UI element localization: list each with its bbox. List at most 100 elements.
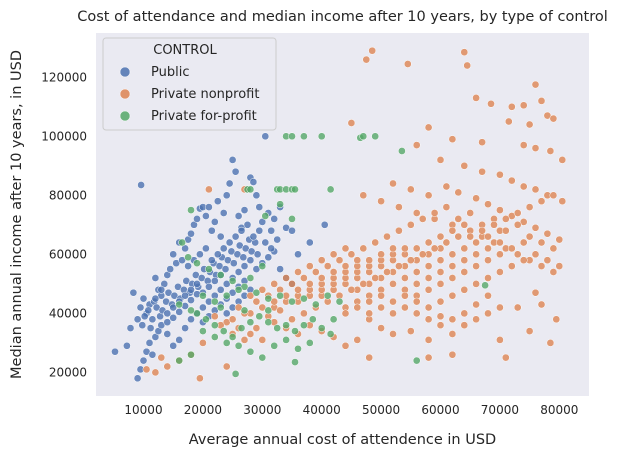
data-point-private-nonprofit-234 xyxy=(436,297,445,306)
data-point-private-nonprofit-200 xyxy=(359,244,368,253)
data-point-public-69 xyxy=(169,341,178,350)
data-point-public-1 xyxy=(111,347,119,356)
data-point-public-124 xyxy=(239,253,248,262)
data-point-private-nonprofit-240 xyxy=(507,262,516,270)
data-point-private-nonprofit-98 xyxy=(196,374,204,383)
data-point-public-145 xyxy=(157,285,166,294)
data-point-private-nonprofit-189 xyxy=(228,315,237,324)
data-point-private-nonprofit-248 xyxy=(252,324,261,332)
data-point-private-nonprofit-229 xyxy=(377,291,385,300)
legend-label-private-nonprofit: Private nonprofit xyxy=(151,87,259,102)
data-point-private-nonprofit-21 xyxy=(546,147,555,155)
data-point-private-nonprofit-29 xyxy=(519,182,528,191)
data-point-private-for-profit-58 xyxy=(282,336,290,344)
data-point-private-nonprofit-251 xyxy=(288,315,296,324)
data-point-private-nonprofit-16 xyxy=(424,123,433,132)
data-point-private-nonprofit-181 xyxy=(436,280,445,288)
data-point-public-71 xyxy=(181,324,189,332)
data-point-private-for-profit-16 xyxy=(187,206,195,214)
data-point-private-nonprofit-116 xyxy=(472,238,480,247)
data-point-private-for-profit-63 xyxy=(231,370,240,378)
data-point-private-nonprofit-35 xyxy=(472,194,480,203)
y-tick-label-40000: 40000 xyxy=(49,306,87,320)
data-point-private-nonprofit-59 xyxy=(549,268,558,276)
data-point-public-173 xyxy=(255,226,264,235)
data-point-private-for-profit-36 xyxy=(202,315,210,324)
data-point-public-70 xyxy=(175,336,184,344)
data-point-public-58 xyxy=(320,220,329,229)
data-point-private-nonprofit-26 xyxy=(478,167,486,176)
x-tick-label-30000: 30000 xyxy=(243,403,281,417)
data-point-private-for-profit-75 xyxy=(187,306,195,315)
data-point-private-nonprofit-67 xyxy=(546,339,555,347)
data-point-public-77 xyxy=(216,285,225,294)
data-point-private-nonprofit-187 xyxy=(507,244,516,253)
data-point-public-146 xyxy=(163,318,172,327)
data-point-public-135 xyxy=(193,280,201,288)
data-point-private-nonprofit-87 xyxy=(246,330,255,338)
y-tick-label-100000: 100000 xyxy=(41,129,87,143)
legend-title: CONTROL xyxy=(153,43,217,58)
data-point-public-3 xyxy=(129,288,138,297)
data-point-private-nonprofit-41 xyxy=(543,229,552,238)
data-point-private-nonprofit-209 xyxy=(466,209,475,217)
x-tick-label-50000: 50000 xyxy=(362,403,400,417)
data-point-private-nonprofit-155 xyxy=(389,244,397,253)
data-point-public-138 xyxy=(210,277,219,285)
data-point-public-7 xyxy=(139,294,148,303)
data-point-private-for-profit-21 xyxy=(184,253,192,262)
data-point-private-nonprofit-74 xyxy=(406,327,415,335)
data-point-private-nonprofit-265 xyxy=(454,232,463,241)
data-point-private-nonprofit-4 xyxy=(463,61,472,70)
data-point-private-nonprofit-0 xyxy=(368,46,377,55)
data-point-private-nonprofit-8 xyxy=(487,99,495,108)
data-point-private-for-profit-31 xyxy=(300,294,308,303)
data-point-private-for-profit-68 xyxy=(246,274,255,282)
data-point-private-nonprofit-17 xyxy=(448,135,457,144)
data-point-private-nonprofit-283 xyxy=(448,315,457,324)
data-point-private-nonprofit-9 xyxy=(507,102,516,111)
data-point-private-nonprofit-223 xyxy=(305,262,314,270)
data-point-private-for-profit-20 xyxy=(178,238,186,247)
data-point-private-nonprofit-68 xyxy=(460,309,469,318)
data-point-private-nonprofit-117 xyxy=(484,232,492,241)
data-point-private-nonprofit-237 xyxy=(472,280,480,288)
data-point-public-68 xyxy=(163,330,172,338)
y-tick-labels: 20000 40000 60000 80000 100000 120000 xyxy=(41,70,87,379)
data-point-private-nonprofit-91 xyxy=(199,339,207,347)
data-point-private-for-profit-32 xyxy=(311,300,320,309)
legend-box xyxy=(102,37,277,131)
y-tick-label-20000: 20000 xyxy=(49,365,87,379)
data-point-public-166 xyxy=(213,250,222,259)
data-point-private-nonprofit-28 xyxy=(507,176,516,185)
data-point-private-nonprofit-215 xyxy=(537,238,546,247)
data-point-private-for-profit-67 xyxy=(234,285,243,294)
data-point-private-nonprofit-238 xyxy=(484,274,492,282)
y-tick-label-120000: 120000 xyxy=(41,70,87,84)
x-tick-labels: 10000 20000 30000 40000 50000 60000 70000 80000 xyxy=(124,403,578,417)
data-point-private-nonprofit-162 xyxy=(472,250,480,259)
data-point-public-129 xyxy=(253,250,262,259)
x-tick-label-60000: 60000 xyxy=(421,403,459,417)
data-point-public-30 xyxy=(207,226,216,235)
data-point-private-for-profit-43 xyxy=(264,318,273,327)
data-point-private-nonprofit-221 xyxy=(282,274,290,282)
x-tick-label-80000: 80000 xyxy=(540,403,578,417)
data-point-private-nonprofit-44 xyxy=(406,185,415,194)
data-point-private-nonprofit-268 xyxy=(490,220,498,229)
data-point-private-nonprofit-203 xyxy=(395,226,403,235)
data-point-public-38 xyxy=(231,167,240,176)
data-point-public-46 xyxy=(255,203,264,211)
data-point-private-nonprofit-208 xyxy=(454,215,463,223)
data-point-private-nonprofit-257 xyxy=(359,280,368,288)
data-point-private-nonprofit-275 xyxy=(353,303,362,312)
data-point-private-nonprofit-58 xyxy=(537,262,546,270)
data-point-private-nonprofit-30 xyxy=(531,185,540,194)
data-point-public-90 xyxy=(138,321,147,330)
data-point-private-for-profit-78 xyxy=(264,306,273,315)
data-point-public-170 xyxy=(237,226,246,235)
data-point-private-nonprofit-279 xyxy=(401,303,409,312)
data-point-public-45 xyxy=(252,191,261,200)
chart-title: Cost of attendance and median income aft… xyxy=(77,9,607,25)
data-point-private-nonprofit-13 xyxy=(504,117,513,126)
